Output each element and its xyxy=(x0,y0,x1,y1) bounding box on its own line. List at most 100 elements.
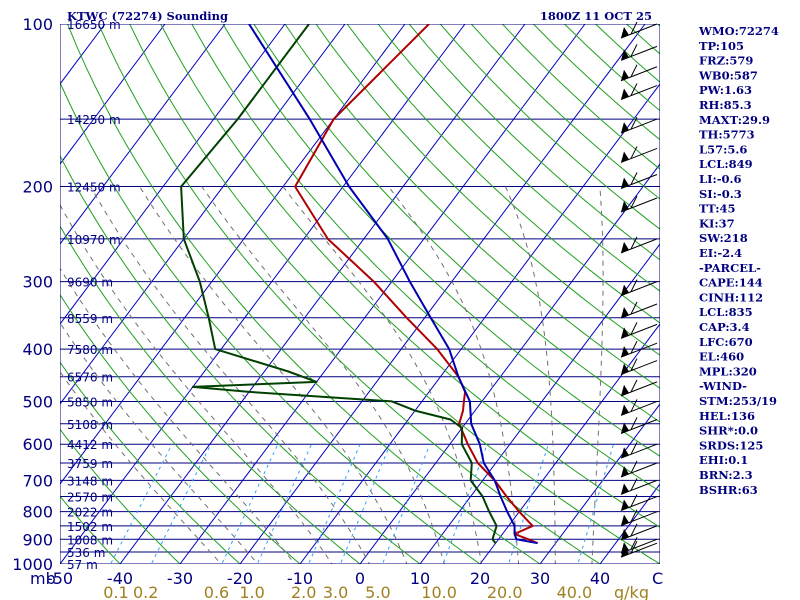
wind-barb-flag xyxy=(621,177,629,189)
stat-line: EL:460 xyxy=(699,350,744,364)
wind-barb-flag xyxy=(621,151,629,163)
mixing-ratio-label: 5.0 xyxy=(365,583,390,600)
wind-barb-feather xyxy=(630,478,638,491)
chart-series xyxy=(180,24,538,545)
temperature-profile xyxy=(294,24,538,545)
wind-barb-flag xyxy=(621,27,629,38)
stat-line: STM:253/19 xyxy=(699,394,777,408)
dry-adiabat-line xyxy=(67,24,541,564)
wind-barb-flag xyxy=(621,422,629,434)
stat-line: WB0:587 xyxy=(698,68,758,82)
wind-barb-flag xyxy=(621,404,629,416)
wind-barb-flag xyxy=(621,284,629,296)
wind-barb xyxy=(620,44,658,61)
isotherm-line xyxy=(119,24,526,564)
stat-line: SI:-0.3 xyxy=(699,187,742,201)
wind-barb-flag xyxy=(621,346,629,358)
mixing-unit-label: g/kg xyxy=(614,583,649,600)
stat-line: HEL:136 xyxy=(699,409,755,423)
temperature-tick-label: 0 xyxy=(355,569,365,588)
moist-adiabat-line xyxy=(90,186,370,564)
moist-adiabat-line xyxy=(282,186,483,564)
wind-barb xyxy=(620,322,658,339)
stat-line: -PARCEL- xyxy=(699,261,761,275)
wind-barb xyxy=(620,523,658,541)
stat-line: RH:85.3 xyxy=(699,98,752,112)
mixing-ratio-line xyxy=(381,444,431,564)
pressure-tick-label: 1000 xyxy=(12,555,53,574)
wind-barb-feather xyxy=(630,509,638,522)
wind-barb xyxy=(620,21,658,39)
dry-adiabat-line xyxy=(346,24,660,324)
isotherm-line xyxy=(539,403,660,564)
stat-line: LCL:835 xyxy=(699,305,753,319)
wind-barb-flag xyxy=(621,200,629,212)
wind-barb xyxy=(620,64,658,82)
dry-adiabat-line xyxy=(60,428,181,564)
wind-barb-flag xyxy=(621,499,629,511)
wind-barb-feather xyxy=(630,441,638,455)
moist-adiabat-line xyxy=(201,186,445,564)
wind-barb-feather xyxy=(630,322,638,335)
mixing-ratio-label: 1.0 xyxy=(239,583,264,600)
isotherm-line xyxy=(60,24,226,245)
wind-barb xyxy=(620,116,658,134)
dry-adiabat-line xyxy=(60,361,241,564)
dry-adiabat-line xyxy=(60,225,361,564)
wind-barb xyxy=(620,146,658,163)
height-label: 2022 m xyxy=(67,506,113,520)
stat-line: EHI:0.1 xyxy=(699,453,748,467)
temperature-unit-label: C xyxy=(652,569,663,588)
pressure-tick-label: 100 xyxy=(22,15,53,34)
wind-barb-flag xyxy=(621,327,629,339)
wind-barb-feather xyxy=(630,537,638,550)
wind-barb-feather xyxy=(630,146,638,159)
wind-barb xyxy=(620,83,658,100)
wind-barb-feather xyxy=(630,399,638,412)
temperature-tick-label: -40 xyxy=(107,569,133,588)
stats-panel: WMO:72274TP:105FRZ:579WB0:587PW:1.63RH:8… xyxy=(698,24,779,497)
temperature-tick-label: 20 xyxy=(470,569,490,588)
wind-barb xyxy=(620,509,658,527)
chart-grid xyxy=(60,24,660,564)
mixing-ratio-label: 2.0 xyxy=(291,583,316,600)
wind-barb xyxy=(620,279,658,297)
wind-barb-feather xyxy=(630,340,638,354)
mixing-ratio-line xyxy=(308,444,361,564)
height-label: 1502 m xyxy=(67,520,113,534)
mixing-ratio-label: 0.6 xyxy=(204,583,229,600)
mixing-ratio-label: 10.0 xyxy=(421,583,457,600)
pressure-tick-label: 200 xyxy=(22,178,53,197)
height-label: 10970 m xyxy=(67,233,121,247)
wind-barb xyxy=(620,379,658,397)
mixing-ratio-line xyxy=(507,444,549,564)
mixing-ratio-line xyxy=(110,443,173,564)
dry-adiabat-line xyxy=(222,24,660,457)
moist-adiabat-line xyxy=(388,186,520,564)
wind-barb xyxy=(620,460,658,478)
isotherm-line xyxy=(179,24,586,564)
wind-barb-feather xyxy=(630,279,638,292)
pressure-tick-label: 600 xyxy=(22,435,53,454)
wind-barb xyxy=(620,340,658,358)
wind-barb-flag xyxy=(621,69,629,81)
mixing-ratio-line xyxy=(150,443,212,564)
height-label: 16650 m xyxy=(67,18,121,32)
mixing-ratio-label: 0.1 xyxy=(103,583,128,600)
wind-barb-feather xyxy=(630,301,638,315)
wind-barb-flag xyxy=(621,88,629,100)
stat-line: FRZ:579 xyxy=(699,54,753,68)
wind-barb xyxy=(620,172,658,189)
stat-line: CAPE:144 xyxy=(699,276,763,290)
pressure-tick-label: 300 xyxy=(22,273,53,292)
wind-barb-feather xyxy=(630,195,638,209)
moist-adiabat-line xyxy=(60,267,296,564)
wind-barb-flag xyxy=(621,483,629,495)
stat-line: MAXT:29.9 xyxy=(699,113,770,127)
pressure-unit-label: mb xyxy=(30,569,56,588)
stat-line: SRDS:125 xyxy=(699,438,763,452)
temperature-tick-label: -30 xyxy=(167,569,193,588)
parcel-profile xyxy=(248,24,538,545)
wind-barb-feather xyxy=(630,540,638,554)
